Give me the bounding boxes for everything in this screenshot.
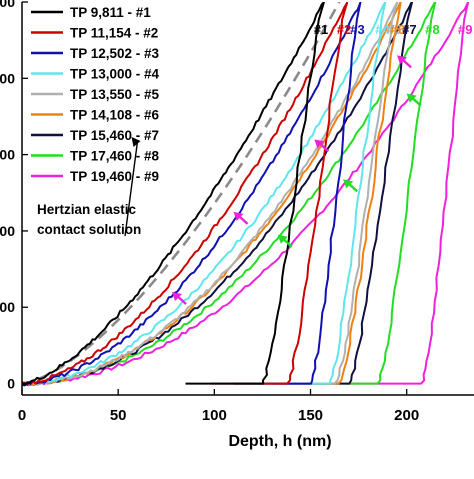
curve-series-1 bbox=[22, 2, 325, 387]
legend-label-9: TP 19,460 - #9 bbox=[70, 169, 159, 184]
y-tick-label-4: 00 bbox=[0, 70, 15, 86]
y-tick-label-3: 00 bbox=[0, 147, 15, 163]
plot-area bbox=[22, 2, 470, 387]
popin-arrow-9-1 bbox=[172, 291, 187, 305]
curve-tag-4: #4 bbox=[375, 22, 390, 37]
popin-arrow-head bbox=[397, 55, 408, 65]
popin-arrow-head bbox=[277, 234, 288, 244]
curve-series-4 bbox=[22, 2, 387, 385]
legend-label-1: TP 9,811 - #1 bbox=[70, 5, 151, 20]
x-tick-label-4: 200 bbox=[394, 407, 419, 424]
legend-label-2: TP 11,154 - #2 bbox=[70, 26, 158, 41]
popin-arrow-8-2 bbox=[343, 179, 359, 193]
popin-arrow-head bbox=[343, 179, 354, 189]
popin-arrow-9-2 bbox=[233, 211, 249, 225]
x-tick-label-3: 150 bbox=[298, 407, 323, 424]
curve-series-2 bbox=[22, 2, 349, 386]
popin-arrow-9-3 bbox=[314, 139, 330, 153]
popin-arrow-head bbox=[406, 93, 417, 103]
legend-label-6: TP 14,108 - #6 bbox=[70, 108, 160, 123]
annotation-arrow-head bbox=[131, 136, 141, 147]
legend: TP 9,811 - #1 TP 11,154 - #2 TP 12,502 - #… bbox=[31, 5, 160, 184]
legend-label-4: TP 13,000 - #4 bbox=[70, 67, 160, 82]
curve-tag-9: #9 bbox=[458, 22, 472, 37]
y-tick-label-1: 00 bbox=[0, 299, 15, 315]
popin-arrow-head bbox=[233, 211, 244, 221]
popin-arrow-head bbox=[172, 291, 183, 301]
annotation-line-2: contact solution bbox=[37, 222, 141, 237]
popin-arrow-8-3 bbox=[406, 93, 422, 107]
y-tick-label-2: 00 bbox=[0, 223, 15, 239]
y-tick-label-0: 0 bbox=[7, 376, 15, 392]
curve-tag-2: #2 bbox=[337, 22, 351, 37]
curve-series-7 bbox=[22, 2, 414, 387]
popin-arrow-8-1 bbox=[277, 234, 293, 248]
annotation-line-1: Hertzian elastic bbox=[37, 202, 137, 217]
legend-label-8: TP 17,460 - #8 bbox=[70, 149, 160, 164]
x-tick-label-0: 0 bbox=[18, 407, 26, 424]
curve-tag-6: #6 bbox=[391, 22, 405, 37]
x-tick-label-1: 50 bbox=[110, 407, 127, 424]
curve-series-9 bbox=[22, 2, 470, 386]
popin-arrow-9-4 bbox=[397, 55, 412, 69]
curve-tag-7: #7 bbox=[402, 22, 416, 37]
annotation-arrow-shaft bbox=[124, 140, 139, 237]
legend-label-3: TP 12,502 - #3 bbox=[70, 46, 160, 61]
curve-series-5 bbox=[22, 2, 399, 386]
x-tick-label-2: 100 bbox=[202, 407, 227, 424]
legend-label-7: TP 15,460 - #7 bbox=[70, 128, 159, 143]
y-tick-label-5: 00 bbox=[0, 0, 15, 10]
curve-tag-5: #5 bbox=[387, 22, 401, 37]
x-axis-label: Depth, h (nm) bbox=[228, 433, 331, 450]
curve-tag-8: #8 bbox=[425, 22, 439, 37]
curve-tag-3: #3 bbox=[350, 22, 364, 37]
curve-tag-1: #1 bbox=[314, 22, 328, 37]
popin-arrow-head bbox=[314, 139, 325, 149]
legend-label-5: TP 13,550 - #5 bbox=[70, 87, 160, 102]
